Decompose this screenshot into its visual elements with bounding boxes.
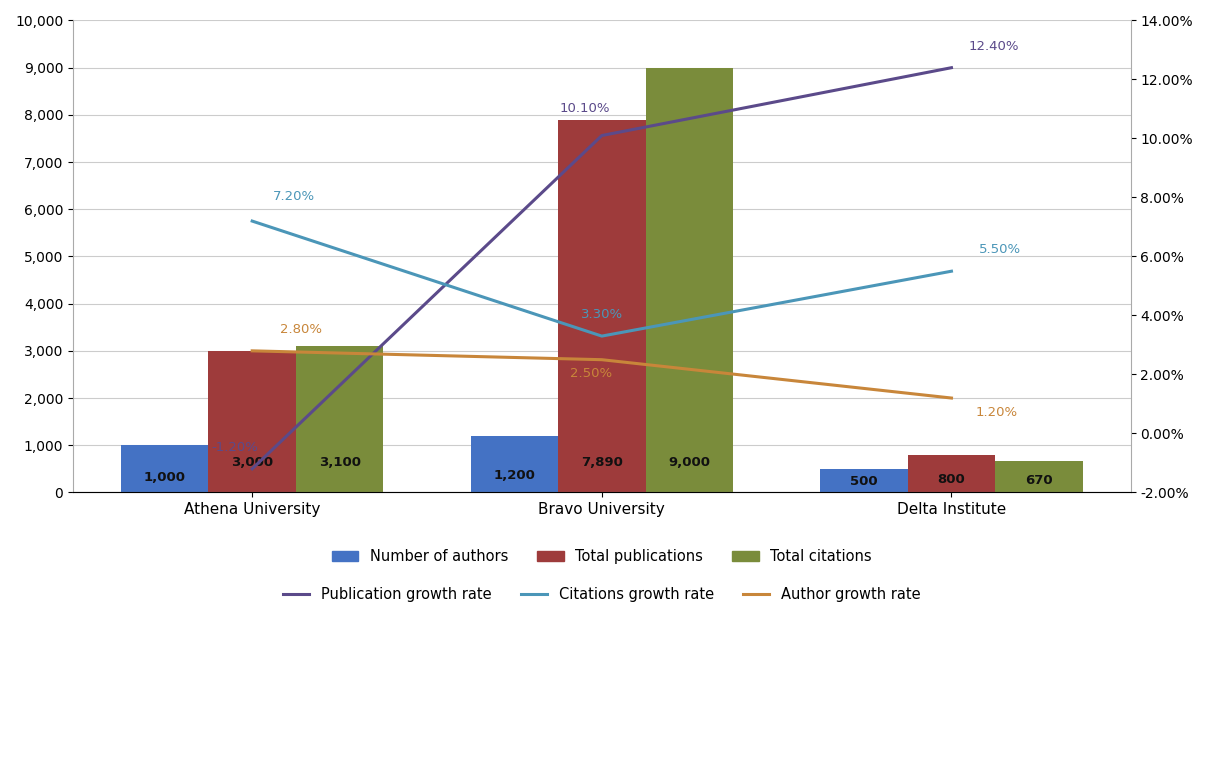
Text: 500: 500 <box>850 475 878 488</box>
Text: 670: 670 <box>1026 474 1052 487</box>
Bar <box>209 351 296 493</box>
Text: 9,000: 9,000 <box>668 456 710 469</box>
Text: -1.20%: -1.20% <box>211 441 259 454</box>
Text: 2.80%: 2.80% <box>280 323 323 336</box>
Bar <box>121 445 209 493</box>
Text: 5.50%: 5.50% <box>980 243 1022 256</box>
Text: 10.10%: 10.10% <box>559 102 610 115</box>
Text: 3,000: 3,000 <box>231 456 273 469</box>
Text: 3.30%: 3.30% <box>581 309 623 321</box>
Text: 2.50%: 2.50% <box>570 368 612 381</box>
Text: 3,100: 3,100 <box>319 456 360 469</box>
Text: 12.40%: 12.40% <box>968 40 1018 53</box>
Bar <box>820 469 907 493</box>
Bar <box>995 461 1082 493</box>
Bar <box>471 436 558 493</box>
Bar <box>645 67 733 493</box>
Text: 7,890: 7,890 <box>581 456 623 469</box>
Text: 800: 800 <box>937 473 965 486</box>
Text: 7.20%: 7.20% <box>273 190 315 203</box>
Text: 1.20%: 1.20% <box>976 406 1018 418</box>
Text: 1,200: 1,200 <box>493 469 535 482</box>
Text: 1,000: 1,000 <box>144 471 186 484</box>
Legend: Publication growth rate, Citations growth rate, Author growth rate: Publication growth rate, Citations growt… <box>278 581 927 608</box>
Bar <box>558 120 645 493</box>
Bar <box>296 346 383 493</box>
Bar <box>907 455 995 493</box>
